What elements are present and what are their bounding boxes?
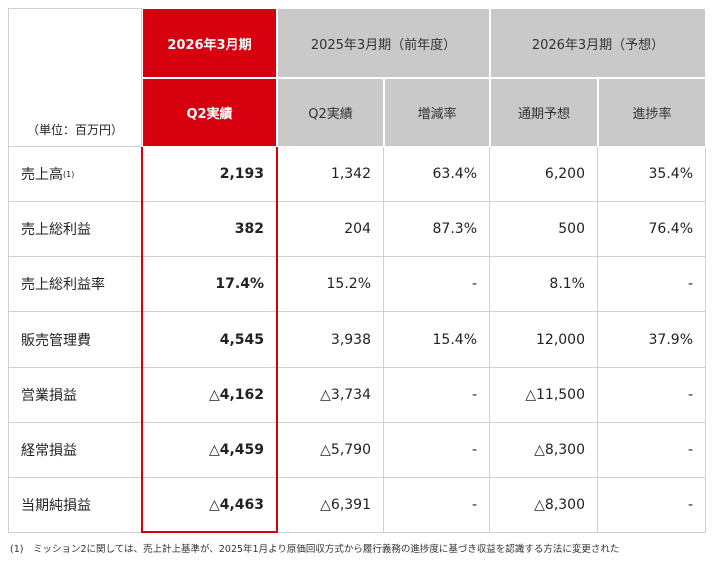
column-header: 進捗率 — [598, 78, 706, 147]
row-label: 売上総利益率 — [8, 257, 142, 313]
value-cell: 63.4% — [384, 147, 490, 203]
footnote-marker: (1) — [10, 544, 24, 555]
value-cell: 15.2% — [277, 257, 384, 313]
value-cell: 37.9% — [598, 312, 706, 368]
value-cell: - — [384, 367, 490, 423]
row-label-text: 経常損益 — [21, 442, 77, 459]
value-cell: 1,342 — [277, 147, 384, 203]
column-header: 通期予想 — [490, 78, 598, 147]
row-label: 売上総利益 — [8, 202, 142, 258]
note-marker: (1) — [63, 169, 75, 179]
value-cell: 8.1% — [490, 257, 598, 313]
group-header: 2026年3月期（予想） — [490, 8, 706, 78]
row-label: 販売管理費 — [8, 312, 142, 368]
value-cell: △6,391 — [277, 477, 384, 534]
value-cell: 35.4% — [598, 147, 706, 203]
value-cell: 76.4% — [598, 202, 706, 258]
row-label-text: 販売管理費 — [21, 332, 91, 349]
value-cell: 6,200 — [490, 147, 598, 203]
unit-label: （単位：百万円） — [8, 8, 142, 147]
group-header: 2025年3月期（前年度） — [277, 8, 490, 78]
column-header: 増減率 — [384, 78, 490, 147]
value-cell: - — [384, 477, 490, 534]
column-header: Q2実績 — [277, 78, 384, 147]
value-cell: 12,000 — [490, 312, 598, 368]
row-label-text: 売上高 — [21, 167, 63, 184]
value-cell: - — [384, 257, 490, 313]
value-cell: △8,300 — [490, 422, 598, 478]
value-cell: 3,938 — [277, 312, 384, 368]
value-cell: 500 — [490, 202, 598, 258]
value-cell: - — [598, 367, 706, 423]
row-label: 当期純損益 — [8, 477, 142, 534]
value-cell: △5,790 — [277, 422, 384, 478]
value-cell: - — [384, 422, 490, 478]
value-cell: - — [598, 422, 706, 478]
highlight-frame — [141, 147, 278, 534]
group-header: 2026年3月期 — [142, 8, 277, 78]
value-cell: 87.3% — [384, 202, 490, 258]
value-cell: - — [598, 477, 706, 534]
value-cell: 15.4% — [384, 312, 490, 368]
footnote: (1) ミッション2に関しては、売上計上基準が、2025年1月より原価回収方式か… — [10, 541, 619, 555]
value-cell: △3,734 — [277, 367, 384, 423]
row-label-text: 営業損益 — [21, 387, 77, 404]
value-cell: - — [598, 257, 706, 313]
value-cell: △8,300 — [490, 477, 598, 534]
value-cell: 204 — [277, 202, 384, 258]
column-header: Q2実績 — [142, 78, 277, 147]
row-label-text: 売上総利益率 — [21, 277, 105, 294]
row-label-text: 当期純損益 — [21, 497, 91, 514]
row-label-text: 売上総利益 — [21, 222, 91, 239]
row-label: 営業損益 — [8, 367, 142, 423]
footnote-text: ミッション2に関しては、売上計上基準が、2025年1月より原価回収方式から履行義… — [32, 544, 620, 555]
value-cell: △11,500 — [490, 367, 598, 423]
row-label: 売上高 (1) — [8, 147, 142, 203]
row-label: 経常損益 — [8, 422, 142, 478]
